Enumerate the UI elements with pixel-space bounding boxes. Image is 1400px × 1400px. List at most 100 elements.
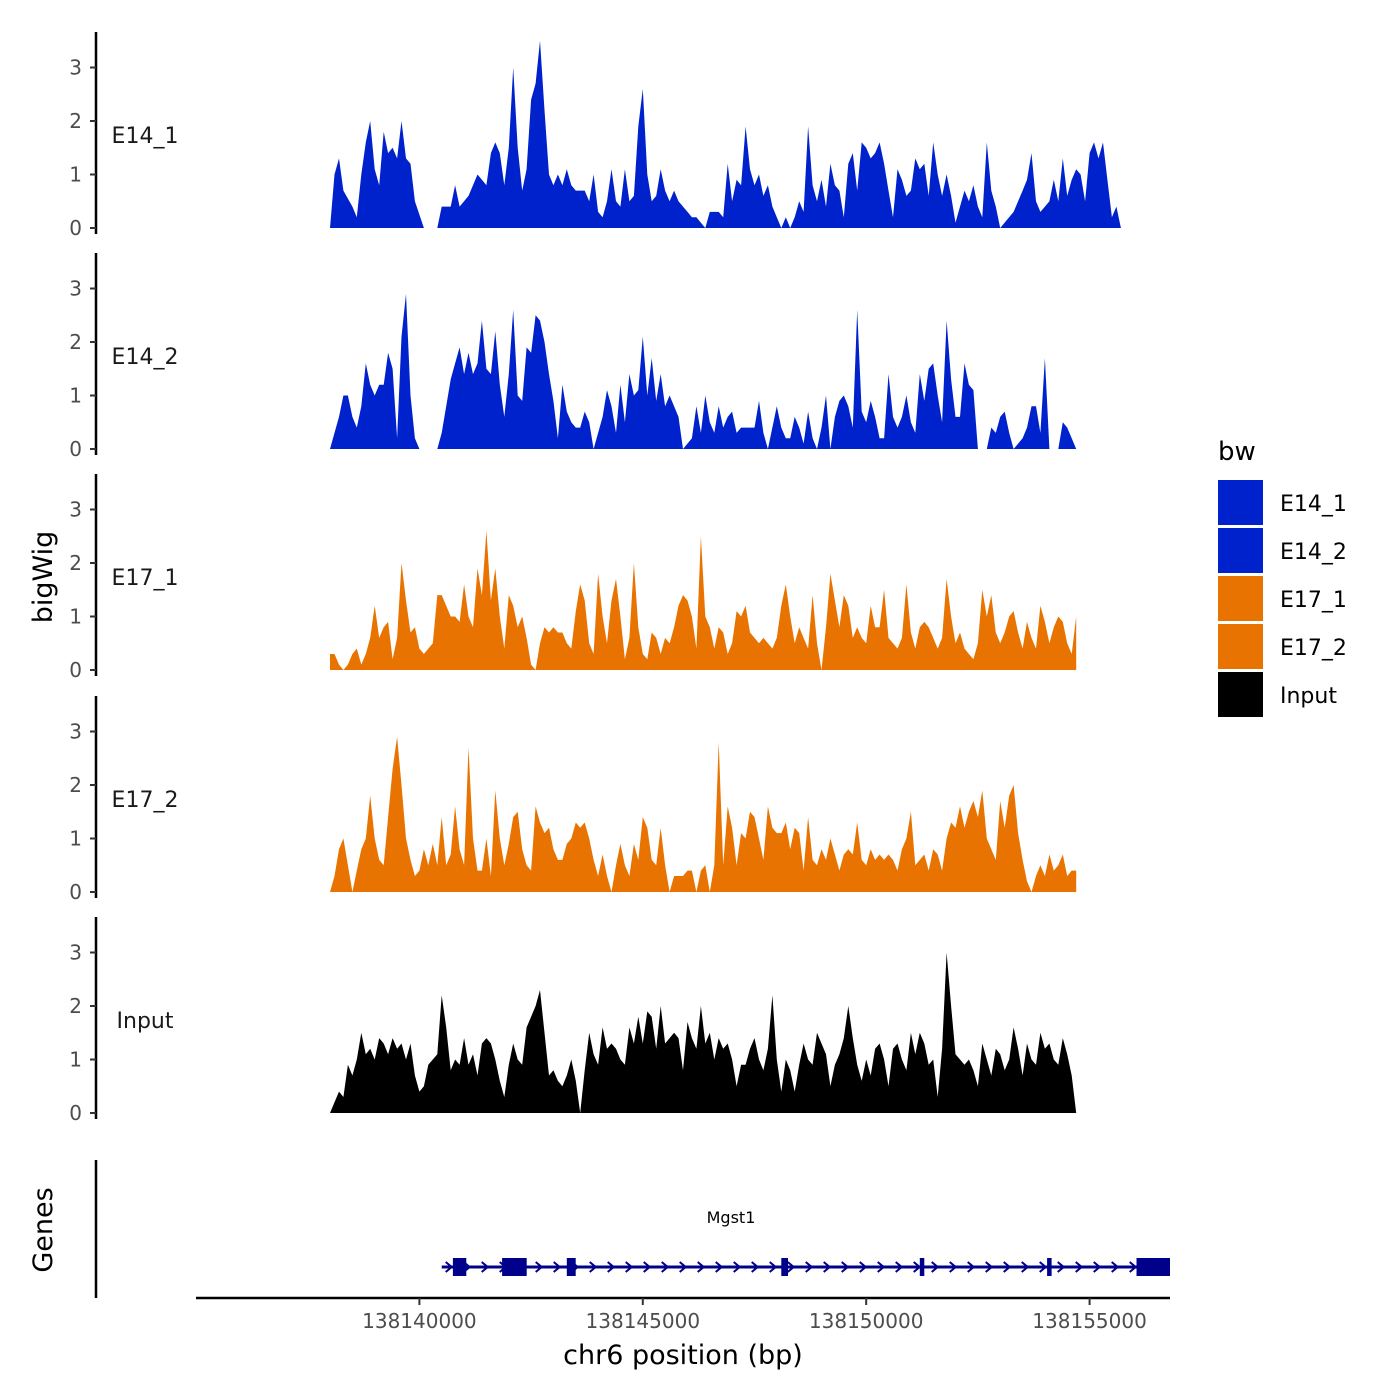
strand-arrow [1093, 1261, 1102, 1273]
genes-axis-title: Genes [28, 1187, 59, 1272]
strand-arrow [967, 1261, 976, 1273]
y-tick-label: 2 [69, 994, 82, 1018]
track-E14_1: 0 1 2 3 E14_1 [69, 32, 1121, 240]
strand-arrow [715, 1261, 724, 1273]
strand-arrow [1021, 1261, 1030, 1273]
legend-label-Input: Input [1280, 684, 1337, 709]
y-tick-label: 1 [69, 605, 82, 629]
legend-swatch-Input [1218, 672, 1263, 717]
gene-exon [1047, 1258, 1052, 1276]
strand-arrow [1057, 1261, 1066, 1273]
strand-arrow [913, 1261, 922, 1273]
signal-area-E14_1 [330, 40, 1121, 228]
y-tick-label: 0 [69, 437, 82, 461]
signal-area-E17_1 [330, 530, 1077, 670]
legend-swatch-E14_2 [1218, 528, 1263, 573]
strand-arrow [1039, 1261, 1048, 1273]
y-tick-label: 3 [69, 56, 82, 80]
strand-arrow [445, 1261, 454, 1273]
y-tick-label: 0 [69, 880, 82, 904]
signal-area-Input [330, 952, 1077, 1113]
track-label: Input [117, 1009, 174, 1034]
strand-arrow [1129, 1261, 1138, 1273]
legend: bw E14_1 E14_2 E17_1 E17_2 Input [1218, 437, 1347, 717]
strand-arrow [643, 1261, 652, 1273]
strand-arrow [607, 1261, 616, 1273]
track-E17_1: 0 1 2 3 E17_1 [69, 474, 1077, 682]
strand-arrow [805, 1261, 814, 1273]
y-tick-label: 1 [69, 827, 82, 851]
y-tick-label: 2 [69, 551, 82, 575]
legend-label-E14_1: E14_1 [1280, 492, 1347, 517]
strand-arrow [553, 1261, 562, 1273]
gene-exon [919, 1258, 925, 1276]
strand-arrow [985, 1261, 994, 1273]
strand-arrow [535, 1261, 544, 1273]
y-tick-label: 3 [69, 941, 82, 965]
strand-arrow [697, 1261, 706, 1273]
strand-arrow [679, 1261, 688, 1273]
y-tick-label: 0 [69, 658, 82, 682]
legend-swatch-E17_2 [1218, 624, 1263, 669]
legend-label-E17_2: E17_2 [1280, 636, 1347, 661]
track-Input: 0 1 2 3 Input [69, 917, 1077, 1125]
strand-arrow [1111, 1261, 1120, 1273]
strand-arrow [589, 1261, 598, 1273]
track-label: E14_2 [112, 345, 179, 370]
legend-title: bw [1218, 437, 1256, 467]
strand-arrow [841, 1261, 850, 1273]
strand-arrow [895, 1261, 904, 1273]
strand-arrow [787, 1261, 796, 1273]
legend-label-E14_2: E14_2 [1280, 540, 1347, 565]
y-tick-label: 1 [69, 1048, 82, 1072]
gene-exon [566, 1258, 576, 1276]
strand-arrow [1075, 1261, 1084, 1273]
y-tick-label: 3 [69, 498, 82, 522]
x-axis: 138140000 138145000 138150000 138155000 [196, 1296, 1170, 1333]
gene-exon [502, 1258, 527, 1276]
x-tick-label: 138150000 [809, 1309, 924, 1333]
legend-swatch-E17_1 [1218, 576, 1263, 621]
y-tick-label: 3 [69, 277, 82, 301]
track-label: E17_2 [112, 788, 179, 813]
track-E17_2: 0 1 2 3 E17_2 [69, 696, 1077, 904]
y-tick-label: 2 [69, 773, 82, 797]
x-axis-title: chr6 position (bp) [563, 1340, 803, 1371]
strand-arrow [1003, 1261, 1012, 1273]
strand-arrow [931, 1261, 940, 1273]
strand-arrow [751, 1261, 760, 1273]
y-tick-label: 1 [69, 384, 82, 408]
y-tick-label: 0 [69, 1101, 82, 1125]
gene-track: Mgst1 [94, 1160, 1170, 1298]
x-tick-label: 138155000 [1032, 1309, 1147, 1333]
strand-arrow [733, 1261, 742, 1273]
gene-exon [781, 1258, 788, 1276]
y-axis-title: bigWig [28, 531, 59, 624]
x-tick-label: 138140000 [362, 1309, 477, 1333]
x-tick-label: 138145000 [586, 1309, 701, 1333]
strand-arrow [661, 1261, 670, 1273]
track-label: E14_1 [112, 124, 179, 149]
strand-arrow [877, 1261, 886, 1273]
strand-arrow [823, 1261, 832, 1273]
track-E14_2: 0 1 2 3 E14_2 [69, 253, 1077, 461]
gene-exon [1136, 1258, 1170, 1276]
y-tick-label: 0 [69, 216, 82, 240]
y-tick-label: 1 [69, 163, 82, 187]
strand-arrow [949, 1261, 958, 1273]
signal-area-E17_2 [330, 736, 1077, 892]
y-tick-label: 3 [69, 720, 82, 744]
strand-arrow [481, 1261, 490, 1273]
signal-area-E14_2 [330, 293, 1077, 449]
track-label: E17_1 [112, 566, 179, 591]
gene-name-label: Mgst1 [707, 1208, 756, 1227]
y-tick-label: 2 [69, 330, 82, 354]
signal-tracks: 0 1 2 3 E14_1 0 1 2 3 E14_2 0 1 2 3 E17_1 0 1 2 3 E17_2 0 1 2 3… [69, 32, 1121, 1125]
y-tick-label: 2 [69, 109, 82, 133]
gene-exon [452, 1258, 467, 1276]
strand-arrow [769, 1261, 778, 1273]
legend-label-E17_1: E17_1 [1280, 588, 1347, 613]
legend-swatch-E14_1 [1218, 480, 1263, 525]
strand-arrow [625, 1261, 634, 1273]
